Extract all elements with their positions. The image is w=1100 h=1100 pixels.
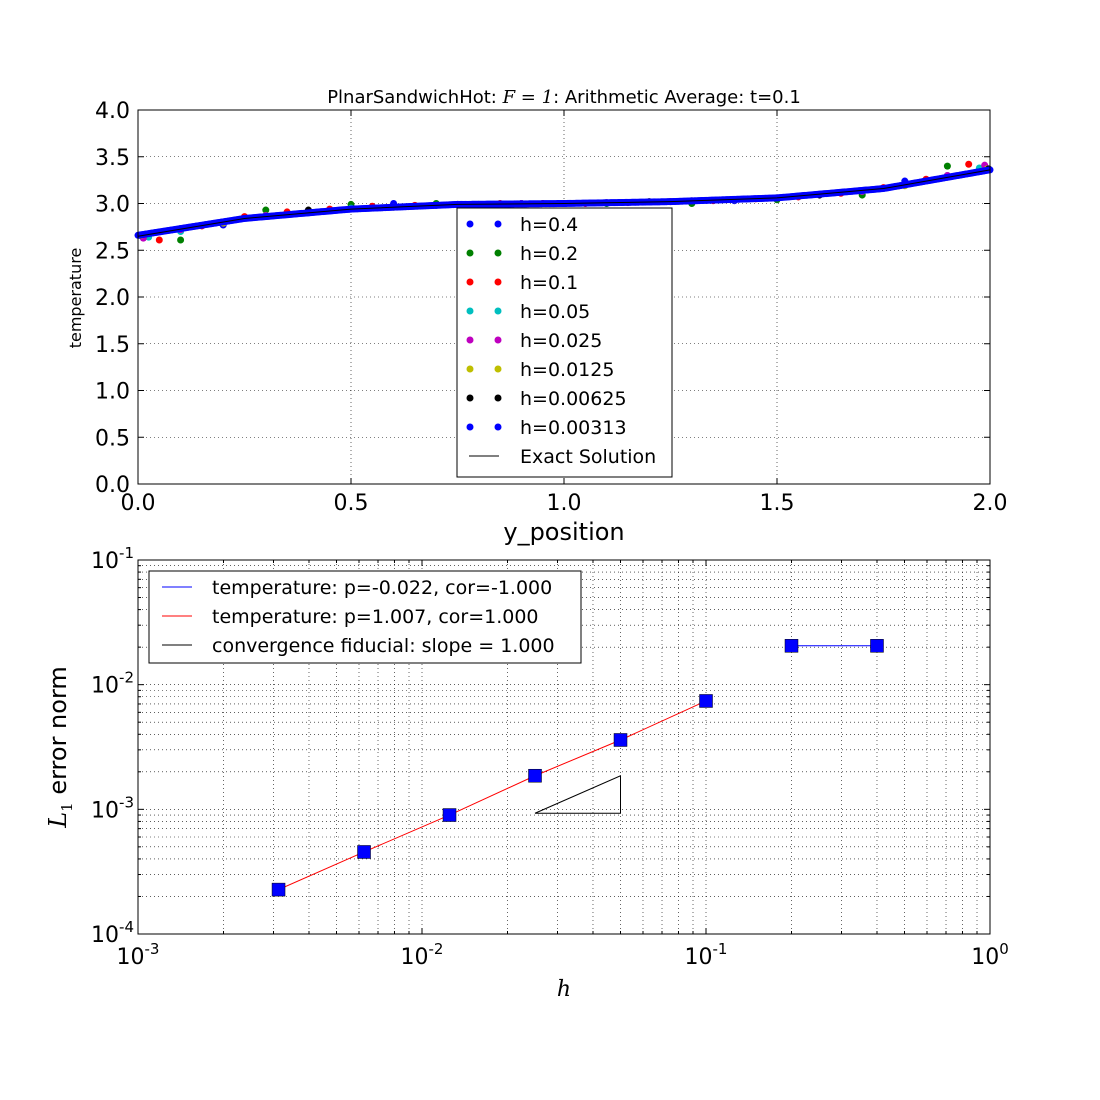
legend-label: h=0.4 — [520, 214, 578, 236]
legend-box — [456, 207, 673, 478]
square-marker — [442, 808, 457, 822]
top-data-layer — [134, 160, 994, 244]
legend-label: temperature: p=1.007, cor=1.000 — [212, 606, 539, 628]
x-tick-label: 2.0 — [973, 491, 1008, 516]
data-point-h-0.2 — [177, 236, 185, 244]
legend-swatch — [466, 423, 474, 431]
square-marker — [271, 882, 286, 897]
legend-label: Exact Solution — [520, 446, 656, 468]
x-tick-label: 100 — [971, 940, 1009, 970]
legend-swatch — [494, 220, 502, 228]
legend-swatch — [494, 336, 502, 344]
legend-swatch — [494, 423, 502, 431]
legend-swatch — [466, 307, 474, 315]
y-tick-label: 2.5 — [95, 239, 130, 264]
x-axis-label-h: h — [557, 977, 571, 1002]
chart-title-math: F = 1 — [502, 87, 553, 108]
bottom-legend: temperature: p=-0.022, cor=-1.000 tempera… — [148, 570, 582, 664]
y-tick-label: 0.0 — [95, 473, 130, 498]
square-marker — [613, 733, 628, 747]
chart-title-prefix: PlnarSandwichHot: — [327, 87, 502, 108]
legend-swatch — [466, 249, 474, 257]
y-tick-label: 4.0 — [95, 99, 130, 124]
y-tick-label: 10-3 — [91, 793, 134, 823]
square-marker — [699, 694, 713, 708]
square-marker — [784, 639, 799, 653]
y-tick-label: 10-2 — [91, 669, 134, 699]
top-legend: h=0.4 h=0.2 h=0.1 h=0.05 h=0.025 h=0.0125 h=0.… — [456, 207, 673, 478]
chart-title-suffix: : Arithmetic Average: t=0.1 — [553, 87, 801, 108]
y-tick-label: 3.5 — [95, 146, 130, 171]
x-tick-label: 1.0 — [547, 491, 582, 516]
square-marker — [357, 845, 371, 859]
data-point-h-0.1 — [155, 236, 163, 244]
legend-swatch — [466, 336, 474, 344]
bottom-plot-frame — [137, 559, 991, 935]
x-tick-label: 0.5 — [334, 491, 369, 516]
legend-label: h=0.00313 — [520, 417, 627, 439]
x-tick-label: 10-3 — [117, 940, 160, 970]
legend-swatch — [466, 365, 474, 373]
legend-label: temperature: p=-0.022, cor=-1.000 — [212, 577, 552, 599]
y-tick-label: 1.0 — [95, 380, 130, 405]
x-axis-label: y_position — [503, 518, 624, 546]
legend-label: h=0.1 — [520, 272, 578, 294]
top-ticks: 0.0 0.5 1.0 1.5 2.0 0.0 0.5 1.0 1.5 2.0 2.5 3.0 3.5 4… — [95, 99, 1008, 516]
legend-label: h=0.025 — [520, 330, 602, 352]
y-tick-label: 3.0 — [95, 193, 130, 218]
data-point-h-0.2 — [943, 162, 951, 170]
series-line — [278, 700, 707, 891]
legend-swatch — [494, 307, 502, 315]
legend-swatch — [466, 220, 474, 228]
legend-label: h=0.00625 — [520, 388, 627, 410]
data-point-h-0.1 — [965, 160, 973, 168]
legend-swatch — [494, 278, 502, 286]
legend-swatch — [494, 394, 502, 402]
y-axis-label-error: L1 error norm — [44, 666, 76, 829]
x-tick-label: 10-2 — [401, 940, 444, 970]
bottom-data-layer — [271, 639, 884, 897]
exact-solution-line — [137, 169, 991, 237]
y-tick-label: 10-1 — [91, 544, 134, 574]
legend-label: convergence fiducial: slope = 1.000 — [212, 635, 555, 657]
legend-swatch — [494, 249, 502, 257]
legend-swatch — [494, 365, 502, 373]
legend-swatch — [466, 394, 474, 402]
y-tick-label: 10-4 — [91, 918, 134, 948]
legend-label: h=0.05 — [520, 301, 590, 323]
legend-box — [148, 570, 582, 664]
square-marker — [870, 639, 884, 653]
data-point-h-0.2 — [262, 206, 270, 214]
y-tick-label: 1.5 — [95, 333, 130, 358]
legend-label: h=0.0125 — [520, 359, 614, 381]
convergence-fiducial-triangle — [534, 774, 622, 814]
temperature-profile-chart: PlnarSandwichHot: F = 1: Arithmetic Aver… — [66, 87, 1008, 546]
x-tick-label: 10-1 — [685, 940, 728, 970]
legend-label: h=0.2 — [520, 243, 578, 265]
x-tick-label: 1.5 — [760, 491, 795, 516]
legend-swatch — [466, 278, 474, 286]
chart-title: PlnarSandwichHot: F = 1: Arithmetic Aver… — [327, 87, 801, 108]
y-tick-label: 2.0 — [95, 286, 130, 311]
y-axis-label: temperature — [66, 248, 85, 349]
y-tick-label: 0.5 — [95, 426, 130, 451]
x-tick-label: 0.0 — [121, 491, 156, 516]
square-marker — [528, 768, 542, 783]
